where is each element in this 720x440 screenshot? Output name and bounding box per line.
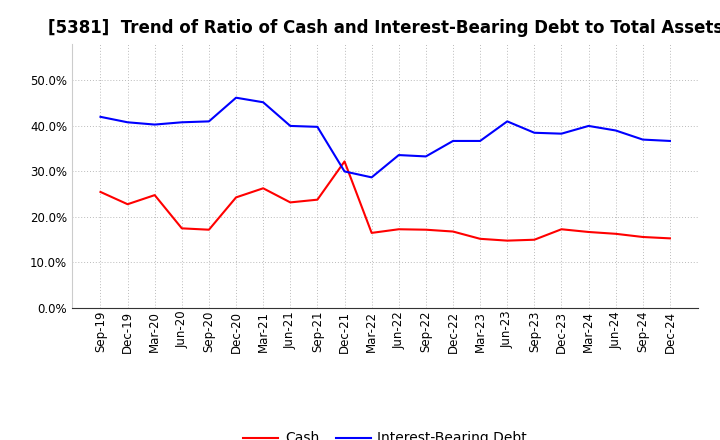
Interest-Bearing Debt <box>421 154 430 159</box>
Cash <box>476 236 485 242</box>
Cash <box>665 236 674 241</box>
Cash <box>449 229 457 234</box>
Interest-Bearing Debt <box>584 123 593 128</box>
Interest-Bearing Debt <box>150 122 159 127</box>
Interest-Bearing Debt <box>204 119 213 124</box>
Cash <box>611 231 620 236</box>
Title: [5381]  Trend of Ratio of Cash and Interest-Bearing Debt to Total Assets: [5381] Trend of Ratio of Cash and Intere… <box>48 19 720 37</box>
Cash <box>341 159 349 164</box>
Line: Cash: Cash <box>101 161 670 241</box>
Cash <box>530 237 539 242</box>
Cash <box>123 202 132 207</box>
Interest-Bearing Debt <box>313 124 322 129</box>
Interest-Bearing Debt <box>232 95 240 100</box>
Interest-Bearing Debt <box>178 120 186 125</box>
Cash <box>259 186 268 191</box>
Cash <box>204 227 213 232</box>
Line: Interest-Bearing Debt: Interest-Bearing Debt <box>101 98 670 177</box>
Cash <box>96 189 105 194</box>
Interest-Bearing Debt <box>286 123 294 128</box>
Interest-Bearing Debt <box>665 138 674 143</box>
Interest-Bearing Debt <box>259 99 268 105</box>
Cash <box>557 227 566 232</box>
Interest-Bearing Debt <box>476 138 485 143</box>
Cash <box>639 235 647 240</box>
Interest-Bearing Debt <box>449 138 457 143</box>
Cash <box>584 229 593 235</box>
Cash <box>503 238 511 243</box>
Cash <box>178 226 186 231</box>
Interest-Bearing Debt <box>367 175 376 180</box>
Interest-Bearing Debt <box>557 131 566 136</box>
Cash <box>286 200 294 205</box>
Cash <box>421 227 430 232</box>
Legend: Cash, Interest-Bearing Debt: Cash, Interest-Bearing Debt <box>238 426 533 440</box>
Cash <box>395 227 403 232</box>
Interest-Bearing Debt <box>530 130 539 136</box>
Interest-Bearing Debt <box>611 128 620 133</box>
Interest-Bearing Debt <box>96 114 105 120</box>
Interest-Bearing Debt <box>503 119 511 124</box>
Cash <box>367 230 376 235</box>
Interest-Bearing Debt <box>123 120 132 125</box>
Interest-Bearing Debt <box>639 137 647 142</box>
Interest-Bearing Debt <box>341 169 349 174</box>
Cash <box>150 192 159 198</box>
Cash <box>313 197 322 202</box>
Cash <box>232 195 240 200</box>
Interest-Bearing Debt <box>395 152 403 158</box>
